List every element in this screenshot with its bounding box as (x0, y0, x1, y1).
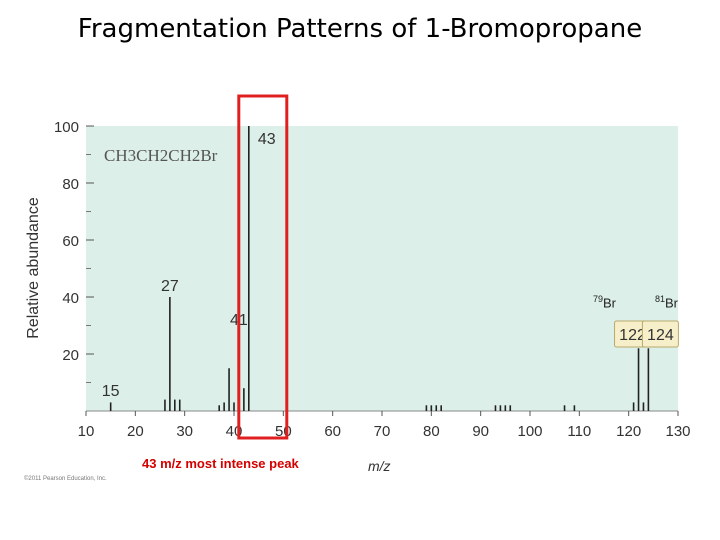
y-tick-label: 100 (54, 119, 79, 136)
x-tick-label: 120 (616, 423, 641, 440)
x-tick-label: 70 (374, 423, 391, 440)
plot-area (86, 126, 678, 411)
x-tick-label: 80 (423, 423, 440, 440)
x-tick-label: 10 (78, 423, 95, 440)
x-tick-label: 130 (665, 423, 690, 440)
isotope-mass-81: 81 (655, 294, 666, 304)
x-tick-label: 90 (472, 423, 489, 440)
intense-peak-callout: 43 m/z most intense peak (142, 456, 299, 471)
y-ticks: 20 40 60 80 100 (54, 119, 94, 383)
peak-label-124: 124 (647, 327, 674, 344)
y-tick-label: 60 (62, 233, 79, 250)
peaks (109, 126, 650, 411)
y-tick-label: 40 (62, 290, 79, 307)
x-tick-label: 100 (517, 423, 542, 440)
molecule-label: CH3CH2CH2Br (104, 146, 218, 165)
y-tick-label: 80 (62, 176, 79, 193)
copyright-text: ©2011 Pearson Education, Inc. (24, 476, 107, 482)
x-tick-label: 20 (127, 423, 144, 440)
isotope-mass-79: 79 (593, 294, 604, 304)
slide-title: Fragmentation Patterns of 1-Bromopropane (77, 14, 643, 44)
peak-label-122: 122 (619, 327, 646, 344)
peak-label-27: 27 (161, 278, 179, 295)
y-tick-label: 20 (62, 347, 79, 364)
isotope-symbol-81: Br (665, 295, 679, 311)
peak-label-box-124 (641, 320, 679, 348)
x-tick-label: 60 (324, 423, 341, 440)
highlight-box (237, 94, 289, 440)
isotope-symbol-79: Br (603, 295, 617, 311)
x-axis-label: m/z (368, 458, 391, 474)
isotope-label-79br: 79Br (593, 294, 616, 310)
y-axis-label: Relative abundance (25, 197, 42, 339)
peak-label-43: 43 (258, 131, 276, 148)
x-tick-label: 110 (567, 423, 591, 440)
isotope-label-81br: 81Br (655, 294, 678, 310)
x-tick-label: 30 (176, 423, 193, 440)
x-ticks: 10 20 30 40 50 60 70 80 90 100 110 120 130 (78, 411, 691, 440)
peak-label-15: 15 (102, 383, 120, 400)
